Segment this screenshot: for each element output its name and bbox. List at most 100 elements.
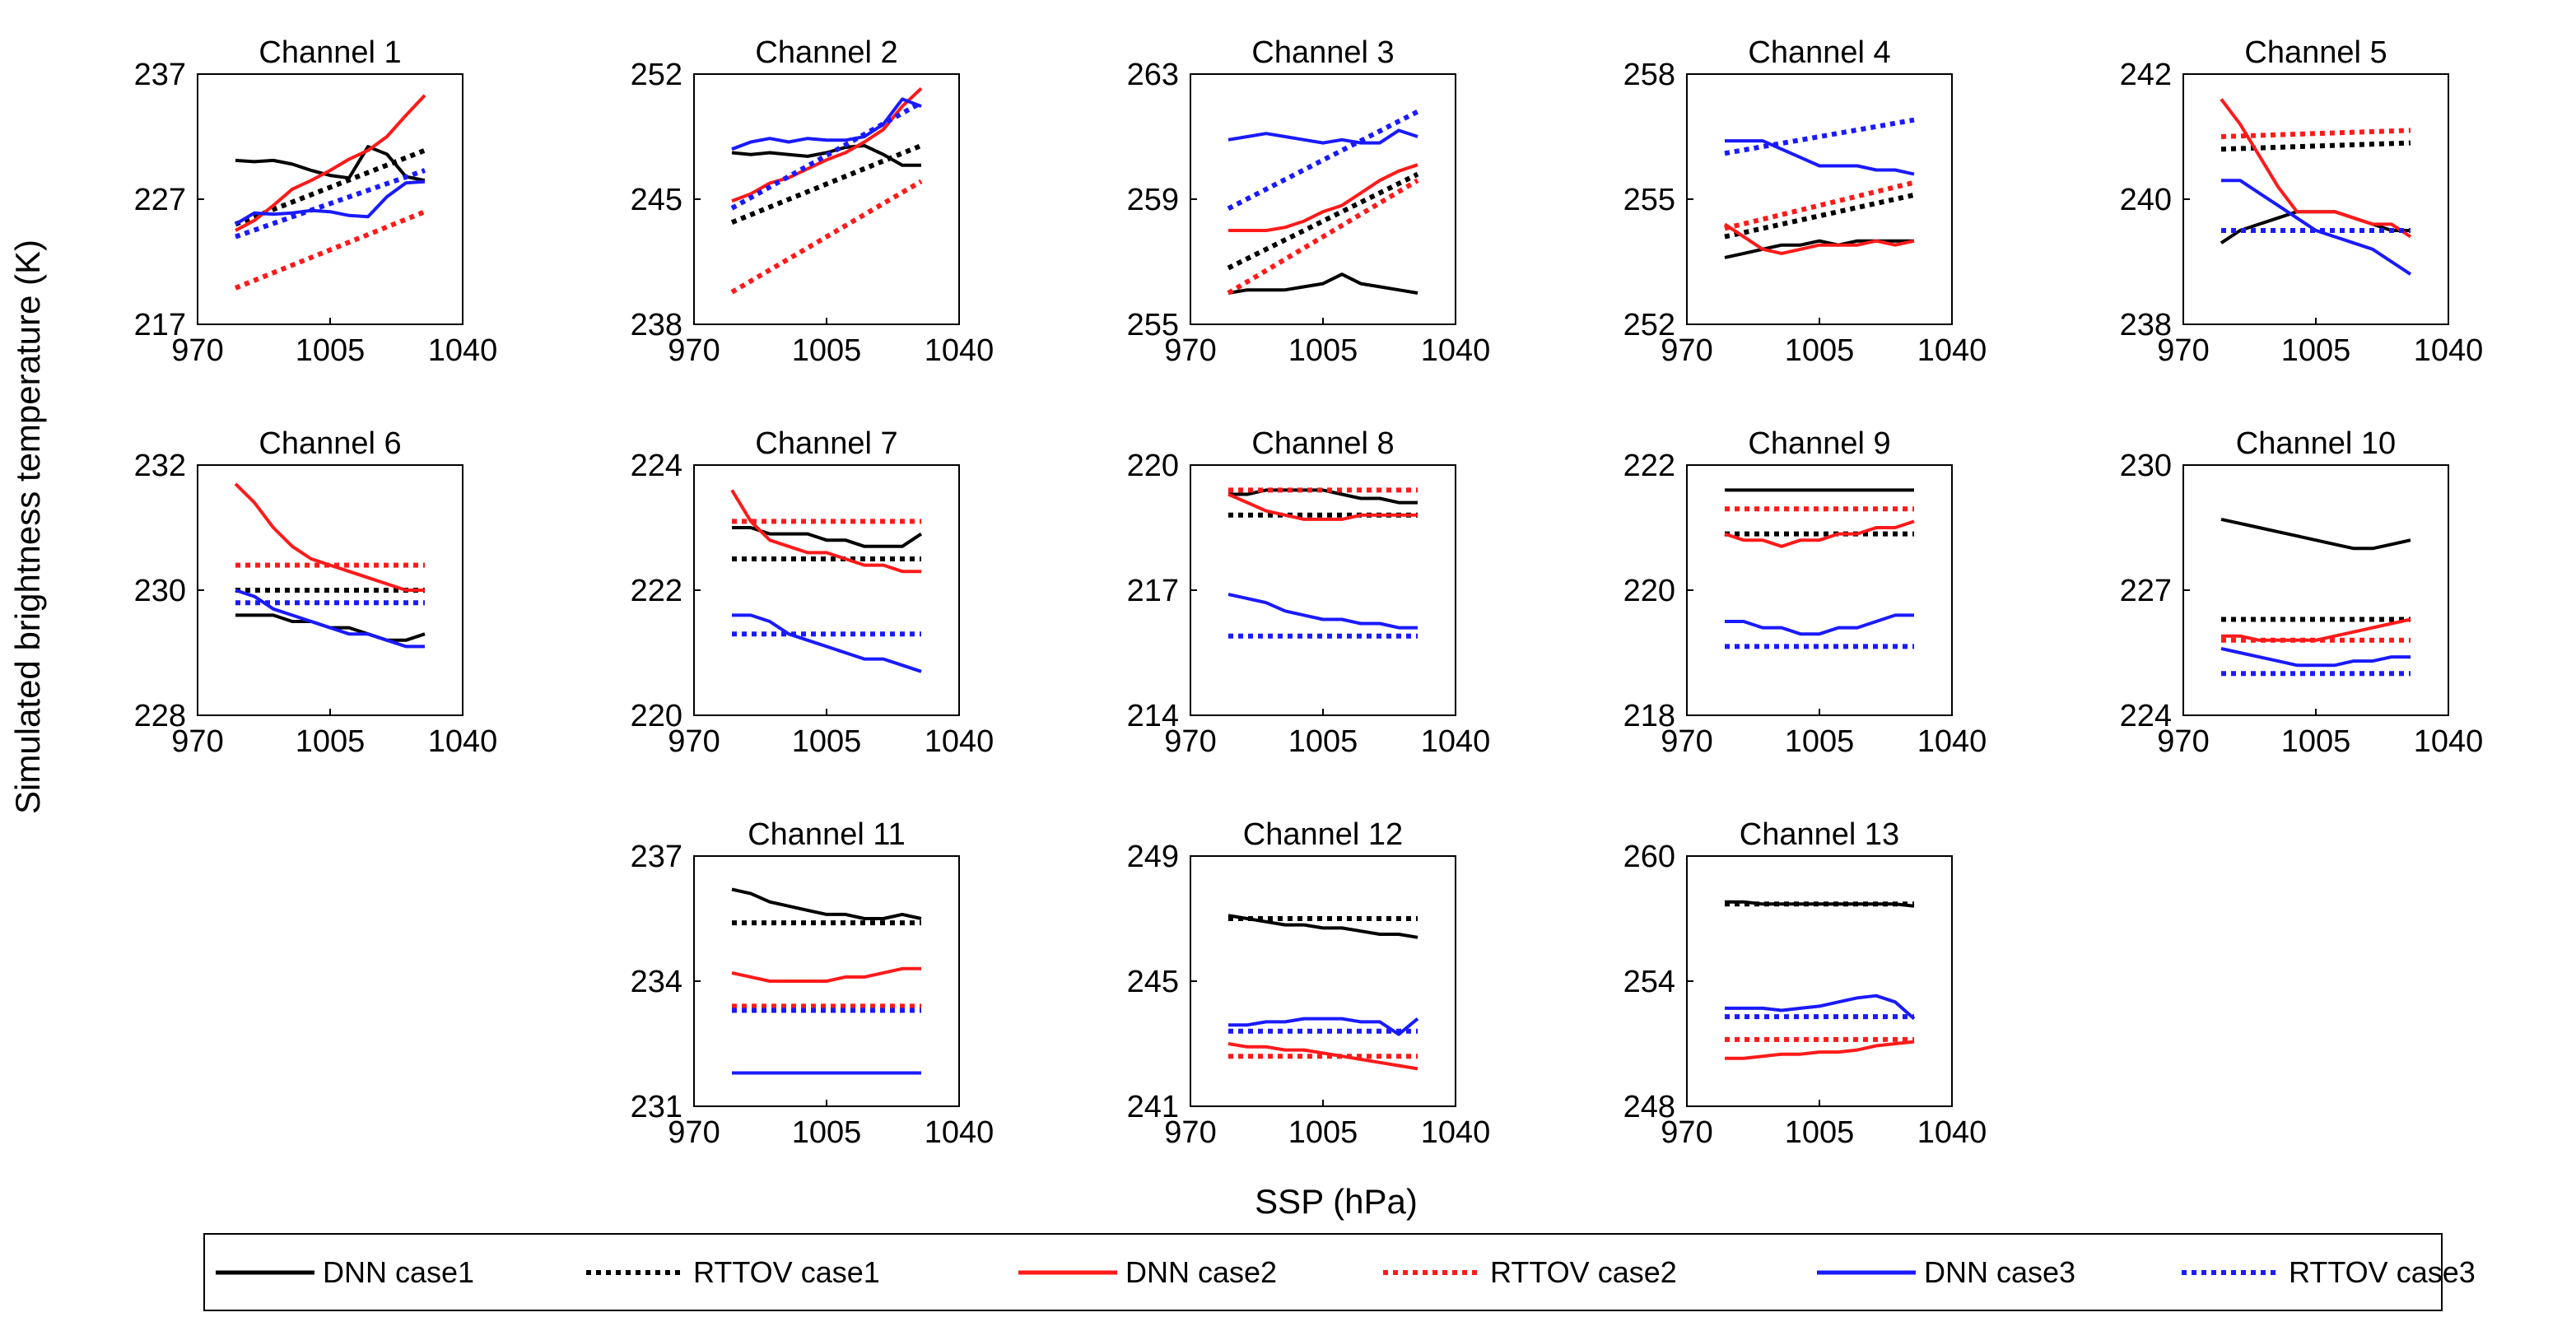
y-tick-label: 231 [631, 1090, 682, 1124]
axes-box [1686, 464, 1953, 716]
series-line [1227, 109, 1419, 212]
series-line [732, 613, 922, 673]
x-tick-label: 1040 [1917, 1115, 1987, 1150]
panel-title: Channel 5 [2244, 35, 2387, 70]
y-tick-label: 249 [1127, 840, 1179, 874]
y-axis-label: Simulated brightness temperature (K) [8, 240, 47, 814]
legend-entry: RTTOV case3 [2182, 1255, 2476, 1289]
x-tick-label: 970 [1164, 724, 1216, 759]
y-tick-label: 228 [134, 699, 186, 733]
y-tick-label: 240 [2120, 183, 2172, 217]
series-line [2220, 128, 2411, 139]
series-line [2220, 517, 2411, 551]
x-tick-label: 1005 [792, 724, 862, 759]
y-tick-label: 227 [134, 183, 186, 217]
y-tick-label: 234 [631, 965, 682, 999]
x-tick-label: 970 [668, 724, 720, 759]
panel-channel-3: Channel 3 970 1005 1040 255 259 263 [1127, 35, 1491, 368]
legend-label: RTTOV case3 [2289, 1255, 2476, 1289]
y-tick-label: 232 [134, 449, 186, 483]
series-line [1725, 994, 1916, 1021]
series-line [730, 100, 923, 211]
series-line [1723, 222, 1915, 255]
legend-box [203, 1233, 2443, 1311]
y-tick-label: 238 [631, 308, 682, 342]
panel-channel-1: Channel 1 970 1005 1040 217 227 237 [134, 35, 498, 368]
x-tick-label: 1005 [1785, 333, 1855, 368]
x-tick-label: 970 [1661, 1115, 1712, 1150]
panel-channel-6: Channel 6 970 1005 1040 228 230 232 [134, 426, 498, 759]
x-tick-label: 970 [1164, 1115, 1216, 1150]
series-line [1227, 178, 1419, 296]
series-line [235, 168, 426, 240]
x-tick-label: 970 [1661, 333, 1712, 368]
panel-title: Channel 1 [259, 35, 401, 70]
y-tick-label: 217 [134, 308, 186, 342]
series-line [731, 143, 921, 167]
y-tick-label: 252 [1623, 308, 1675, 342]
legend-entry: DNN case1 [216, 1255, 474, 1289]
x-tick-label: 1005 [2281, 724, 2351, 759]
series-line [2220, 646, 2411, 668]
x-tick-label: 970 [1164, 333, 1216, 368]
series-line [2221, 617, 2411, 642]
x-tick-label: 1005 [296, 333, 366, 368]
x-tick-label: 1040 [1917, 724, 1987, 759]
panel-channel-10: Channel 10 970 1005 1040 224 227 230 [2120, 426, 2484, 759]
series-line [730, 143, 923, 225]
x-tick-label: 1005 [1785, 724, 1855, 759]
x-tick-label: 1040 [925, 333, 995, 368]
y-tick-label: 260 [1623, 840, 1675, 874]
x-tick-label: 1040 [428, 333, 498, 368]
x-tick-label: 970 [668, 333, 720, 368]
legend-entry: RTTOV case1 [586, 1255, 880, 1289]
series-line [2220, 98, 2412, 239]
panel-channel-8: Channel 8 970 1005 1040 214 217 220 [1127, 426, 1491, 759]
y-tick-label: 255 [1623, 183, 1675, 217]
panel-title: Channel 2 [755, 35, 897, 70]
x-tick-label: 1005 [1785, 1115, 1855, 1150]
x-tick-label: 1005 [792, 1115, 862, 1150]
x-tick-label: 970 [2157, 724, 2209, 759]
panel-title: Channel 12 [1243, 817, 1403, 852]
series-line [235, 589, 425, 649]
panel-channel-9: Channel 9 970 1005 1040 218 220 222 [1623, 426, 1987, 759]
x-tick-label: 1040 [1917, 333, 1987, 368]
y-tick-label: 245 [1127, 965, 1179, 999]
x-tick-label: 1040 [2414, 724, 2484, 759]
y-tick-label: 222 [631, 574, 682, 608]
series-line [1227, 1042, 1418, 1071]
panel-title: Channel 7 [755, 426, 897, 461]
series-line [1724, 117, 1915, 156]
panel-title: Channel 11 [748, 817, 906, 852]
legend-label: DNN case1 [323, 1255, 474, 1289]
series-line [2220, 140, 2411, 152]
series-line [2220, 210, 2411, 244]
panel-channel-13: Channel 13 970 1005 1040 248 254 260 [1623, 817, 1987, 1150]
panel-title: Channel 9 [1748, 426, 1890, 461]
legend: DNN case1 RTTOV case1 DNN case2 RTTOV case2… [203, 1233, 2476, 1311]
series-line [730, 179, 923, 295]
y-tick-label: 237 [134, 58, 186, 92]
y-tick-label: 237 [631, 840, 682, 874]
y-tick-label: 230 [2120, 449, 2172, 483]
y-tick-label: 248 [1623, 1090, 1675, 1124]
x-tick-label: 970 [171, 333, 223, 368]
legend-label: RTTOV case2 [1490, 1255, 1677, 1289]
series-line [2221, 179, 2412, 276]
y-tick-label: 224 [2120, 699, 2172, 733]
panel-channel-12: Channel 12 970 1005 1040 241 245 249 [1127, 817, 1491, 1150]
x-tick-label: 1040 [925, 724, 995, 759]
y-tick-label: 241 [1127, 1090, 1179, 1124]
series-line [1227, 171, 1419, 271]
legend-entry: DNN case3 [1817, 1255, 2075, 1289]
series-line [1227, 492, 1418, 521]
series-line [1724, 192, 1915, 240]
x-tick-label: 1040 [1421, 1115, 1491, 1150]
y-tick-label: 259 [1127, 183, 1179, 217]
x-axis-label: SSP (hPa) [1255, 1182, 1418, 1221]
panel-title: Channel 3 [1251, 35, 1394, 70]
x-tick-label: 970 [1661, 724, 1712, 759]
series-line [1227, 128, 1418, 145]
series-line [234, 209, 426, 291]
